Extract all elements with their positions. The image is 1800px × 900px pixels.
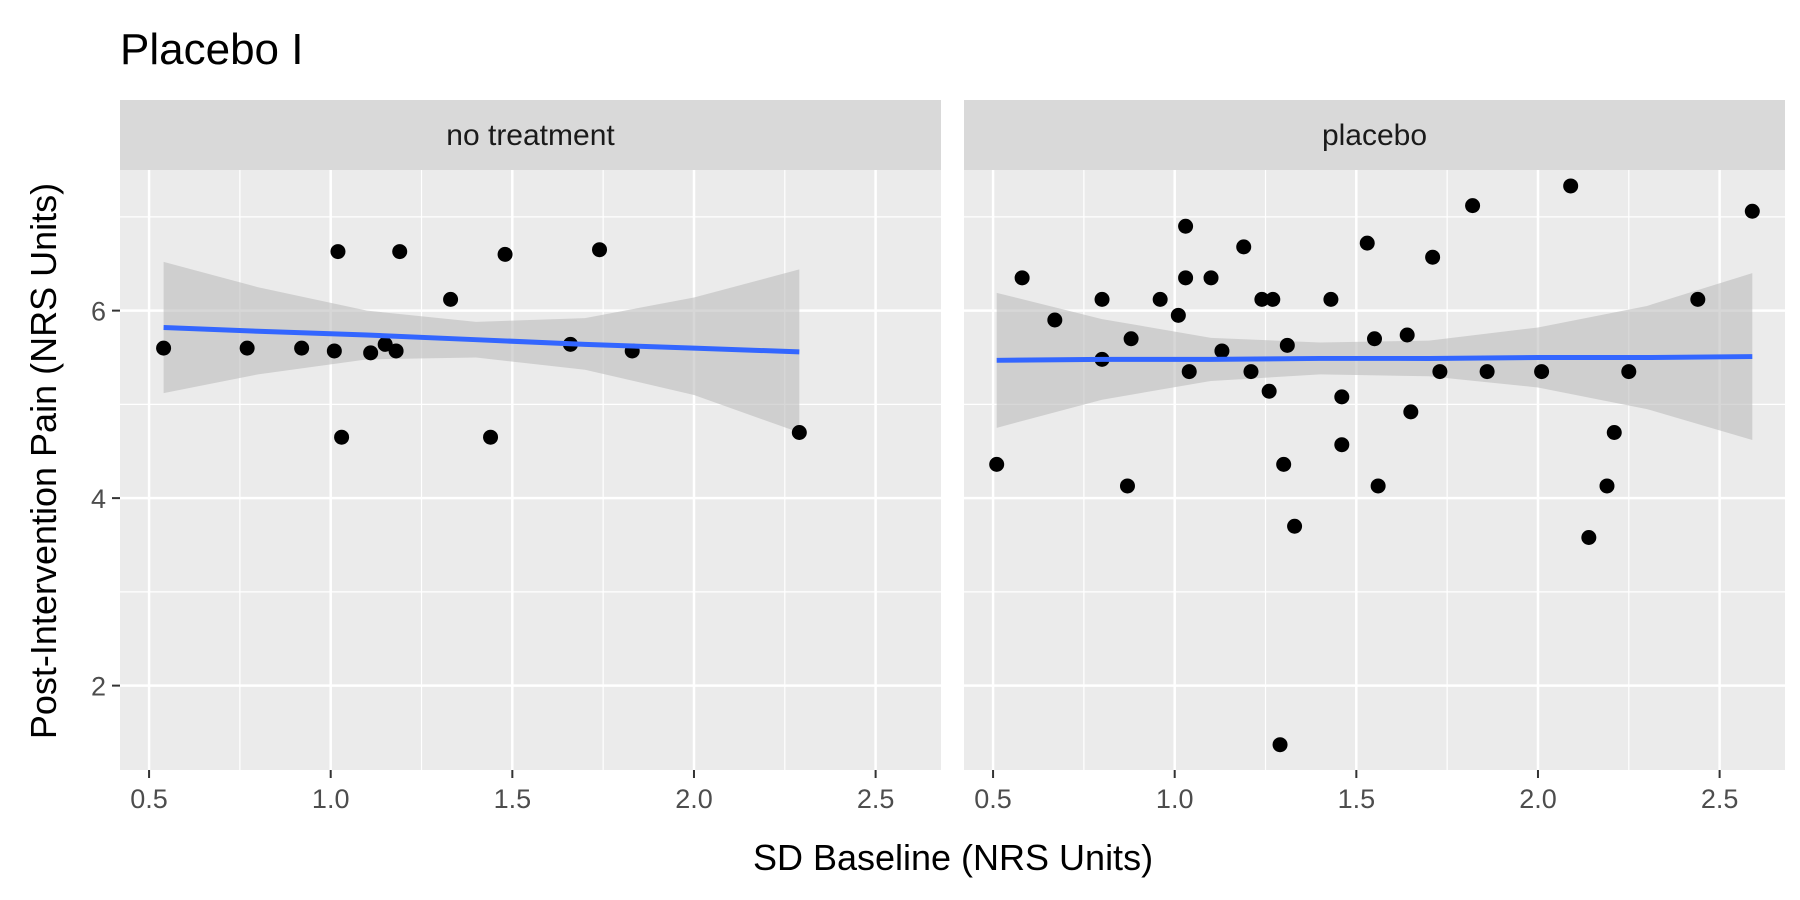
- data-point: [363, 345, 379, 361]
- data-point: [388, 343, 404, 359]
- facet-strip-label: no treatment: [446, 119, 615, 152]
- y-tick-label: 6: [91, 297, 106, 327]
- x-tick-label: 2.0: [675, 784, 713, 814]
- data-point: [1479, 364, 1495, 380]
- data-point: [326, 343, 342, 359]
- facet-strip: [120, 100, 941, 170]
- data-point: [1094, 291, 1110, 307]
- data-point: [1534, 364, 1550, 380]
- data-point: [1170, 307, 1186, 323]
- data-point: [1690, 291, 1706, 307]
- data-point: [1334, 389, 1350, 405]
- facet-panels: no treatment 0.5 1.0 1.5 2.0 2.5 placebo 0.5 1.0…: [120, 100, 1785, 814]
- data-point: [989, 456, 1005, 472]
- x-tick-label: 2.0: [1519, 784, 1557, 814]
- y-axis: 2 4 6: [91, 297, 120, 702]
- data-point: [497, 246, 513, 262]
- data-point: [1425, 249, 1441, 265]
- data-point: [1359, 235, 1375, 251]
- x-tick-label: 1.5: [494, 784, 532, 814]
- data-point: [1119, 478, 1135, 494]
- data-point: [592, 242, 608, 258]
- x-tick-label: 2.5: [857, 784, 895, 814]
- data-point: [1465, 198, 1481, 214]
- data-point: [1123, 331, 1139, 347]
- y-tick-label: 2: [91, 672, 106, 702]
- confidence-ribbon: [163, 261, 800, 433]
- data-point: [1014, 270, 1030, 286]
- data-point: [791, 425, 807, 440]
- data-point: [1203, 270, 1219, 286]
- data-point: [1323, 291, 1339, 307]
- data-point: [1214, 343, 1230, 359]
- data-point: [1047, 312, 1063, 328]
- data-point: [377, 336, 393, 352]
- data-point: [1254, 291, 1270, 307]
- fit-line: [163, 325, 800, 355]
- data-point: [1599, 478, 1615, 494]
- data-point: [1152, 291, 1168, 307]
- data-point: [1744, 203, 1760, 219]
- data-point: [330, 244, 346, 260]
- data-point: [239, 340, 255, 356]
- data-point: [443, 291, 459, 307]
- data-point: [1606, 425, 1622, 440]
- x-tick-label: 0.5: [974, 784, 1012, 814]
- data-point: [1181, 364, 1197, 380]
- data-point: [1178, 270, 1194, 286]
- data-point: [294, 340, 310, 356]
- facet-strip-label: placebo: [1322, 119, 1427, 152]
- data-point: [1243, 364, 1259, 380]
- y-axis-title: Post-Intervention Pain (NRS Units): [23, 183, 64, 739]
- data-point: [1265, 291, 1281, 307]
- data-point: [1272, 737, 1288, 753]
- data-point: [1276, 456, 1292, 472]
- data-point: [1370, 478, 1386, 494]
- facet-panel-1: no treatment 0.5 1.0 1.5 2.0 2.5: [120, 100, 941, 814]
- data-point: [1367, 331, 1382, 347]
- y-tick-label: 4: [91, 484, 106, 514]
- data-point: [156, 340, 172, 356]
- data-point: [1334, 437, 1350, 453]
- data-point: [1403, 404, 1419, 420]
- panel-background: [120, 170, 941, 770]
- data-point: [1621, 364, 1637, 380]
- data-point: [483, 429, 499, 445]
- data-point: [1287, 518, 1303, 534]
- data-point: [1279, 337, 1295, 353]
- data-point: [1581, 530, 1597, 545]
- facet-panel-2: placebo 0.5 1.0 1.5 2.0 2.5: [964, 100, 1785, 814]
- x-tick-label: 2.5: [1701, 784, 1739, 814]
- x-tick-label: 1.5: [1338, 784, 1376, 814]
- data-point: [1178, 218, 1194, 234]
- data-point: [334, 429, 350, 445]
- data-point: [1261, 383, 1277, 399]
- facet-strip: [964, 100, 1785, 170]
- chart-title: Placebo I: [120, 25, 303, 74]
- data-point: [1563, 178, 1579, 194]
- panel-background: [964, 170, 1785, 770]
- x-tick-label: 1.0: [312, 784, 350, 814]
- data-point: [1432, 364, 1448, 380]
- fit-line: [996, 354, 1753, 363]
- x-axis-title: SD Baseline (NRS Units): [753, 837, 1153, 878]
- data-point: [1399, 327, 1415, 343]
- data-point: [1236, 239, 1252, 255]
- x-tick-label: 1.0: [1156, 784, 1194, 814]
- x-tick-label: 0.5: [130, 784, 168, 814]
- data-point: [392, 244, 408, 260]
